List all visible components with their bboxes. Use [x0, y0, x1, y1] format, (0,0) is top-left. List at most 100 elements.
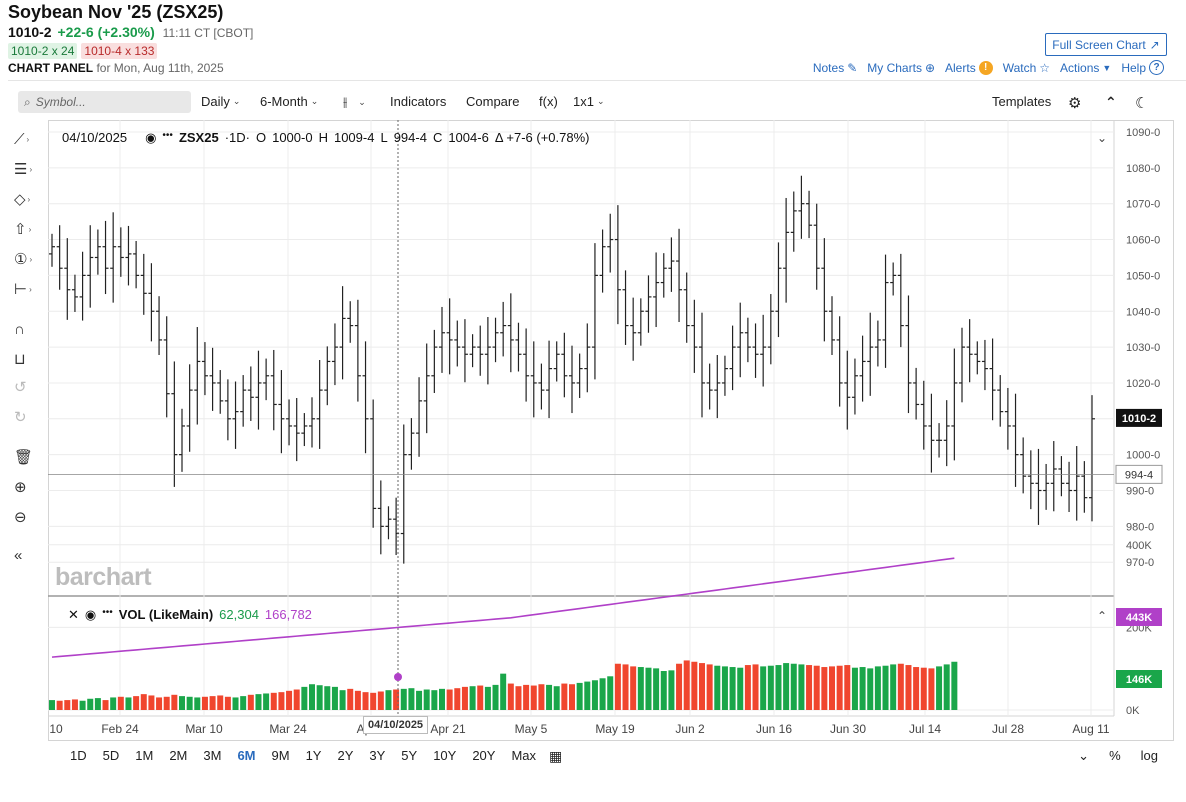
zoom-out-icon[interactable]: ⊖ [14, 509, 27, 526]
notes-link[interactable]: Notes ✎ [813, 60, 857, 75]
shape-tool-icon[interactable]: ◇ › [14, 191, 31, 208]
fib-tool-icon[interactable]: ☰ › [14, 161, 33, 178]
unlock-icon[interactable]: ⊔ [14, 351, 26, 368]
ohlc-bar [362, 341, 369, 454]
more-dots-icon[interactable]: ••• [102, 607, 113, 618]
time-tick-label: Jun 16 [756, 722, 792, 736]
range-2m[interactable]: 2M [169, 748, 188, 763]
more-dots-icon[interactable]: ••• [162, 130, 173, 141]
function-button[interactable]: f(x) [539, 94, 558, 109]
ohlc-bar [576, 353, 583, 399]
compare-button[interactable]: Compare [466, 94, 520, 109]
indicators-button[interactable]: Indicators [390, 94, 447, 109]
volume-bar [385, 690, 392, 710]
ohlc-bar [599, 229, 606, 293]
gear-icon[interactable]: ⚙ [1068, 95, 1082, 112]
ohlc-bar [416, 377, 423, 457]
volume-bar [492, 684, 499, 710]
price-tick-label: 1050-0 [1126, 270, 1160, 282]
moon-icon[interactable]: ☾ [1135, 95, 1149, 112]
range-3y[interactable]: 3Y [369, 748, 386, 763]
ohlc-bar [117, 227, 124, 277]
ohlc-bar [913, 367, 920, 420]
magnet-icon[interactable]: ∩ [14, 320, 25, 338]
undo-icon[interactable]: ↺ [14, 379, 27, 396]
ohlc-bar [79, 251, 86, 321]
my-charts-link[interactable]: My Charts ⊕ [867, 60, 935, 75]
price-chart-svg[interactable]: 1090-0 1080-0 1070-0 1060-0 1050-0 1040-0 1030… [48, 120, 1174, 742]
price-tick-label: 1040-0 [1126, 306, 1160, 318]
range-3m[interactable]: 3M [203, 748, 222, 763]
ohlc-bar [515, 322, 522, 372]
arrow-tool-icon[interactable]: ⇧ › [14, 221, 32, 238]
period-select[interactable]: 6-Month ⌄ [260, 94, 318, 109]
volume-bar [714, 665, 721, 710]
range-2y[interactable]: 2Y [337, 748, 354, 763]
volume-bar [737, 667, 744, 710]
range-6m[interactable]: 6M [237, 748, 256, 763]
range-9m[interactable]: 9M [271, 748, 290, 763]
ohlc-bar [660, 253, 667, 298]
collapse-up-icon[interactable]: ⌃ [1105, 94, 1117, 110]
bar-type-select[interactable]: ⫲ ⌄ [343, 94, 366, 110]
range-5y[interactable]: 5Y [401, 748, 418, 763]
volume-bar [936, 666, 943, 710]
close-icon[interactable]: ✕ [68, 607, 79, 622]
watch-link[interactable]: Watch ☆ [1003, 60, 1050, 75]
volume-bar [194, 697, 201, 710]
volume-legend: ✕ ◉ ••• VOL (LikeMain) 62,304 166,782 [68, 607, 312, 623]
eye-icon[interactable]: ◉ [84, 607, 97, 622]
legend-low-label: L [380, 130, 388, 145]
range-1y[interactable]: 1Y [305, 748, 322, 763]
trash-icon[interactable]: 🗑 [14, 449, 34, 466]
ohlc-bar [836, 316, 843, 407]
actions-menu[interactable]: Actions ▼ [1060, 60, 1111, 75]
ohlc-bar [492, 317, 499, 363]
range-5d[interactable]: 5D [102, 748, 120, 763]
ohlc-bar [1004, 387, 1011, 450]
range-max[interactable]: Max [511, 748, 537, 763]
measure-tool-icon[interactable]: ⊢ › [14, 281, 32, 298]
ohlc-bar [683, 272, 690, 343]
range-1m[interactable]: 1M [135, 748, 154, 763]
ohlc-bar [94, 229, 101, 275]
volume-bar [110, 697, 117, 710]
volume-bar [790, 663, 797, 710]
volume-tag-bg [1116, 670, 1162, 688]
chart-area[interactable]: 1090-0 1080-0 1070-0 1060-0 1050-0 1040-0 1030… [48, 120, 1174, 742]
ohlc-bar [668, 237, 675, 292]
ohlc-bar [851, 358, 858, 415]
zoom-in-icon[interactable]: ⊕ [14, 479, 27, 496]
help-link[interactable]: Help? [1121, 60, 1164, 75]
eye-icon[interactable]: ◉ [145, 130, 157, 145]
range-10y[interactable]: 10Y [433, 748, 457, 763]
collapse-sidebar-icon[interactable]: « [14, 546, 23, 564]
time-tick-label: Jul 14 [909, 722, 941, 736]
percent-toggle[interactable]: % [1109, 748, 1121, 763]
price-tick-label: 990-0 [1126, 486, 1154, 498]
legend-date: 04/10/2025 [62, 130, 128, 145]
redo-icon[interactable]: ↻ [14, 409, 27, 426]
chevron-down-icon[interactable]: ⌄ [1078, 748, 1090, 763]
annotation-tool-icon[interactable]: ① › [14, 251, 33, 268]
log-toggle[interactable]: log [1140, 748, 1158, 763]
line-tool-icon[interactable]: ⟋ › [14, 130, 30, 148]
ohlc-bar [959, 327, 965, 403]
volume-bar [683, 660, 690, 710]
ohlc-bar [1066, 461, 1073, 513]
symbol-search[interactable]: ⌕ Symbol... [18, 91, 191, 113]
alerts-link[interactable]: Alerts! [945, 60, 993, 75]
ohlc-bar [783, 197, 790, 303]
templates-button[interactable]: Templates [992, 94, 1052, 109]
ohlc-bar [920, 380, 927, 450]
range-1d[interactable]: 1D [70, 748, 87, 763]
range-20y[interactable]: 20Y [472, 748, 496, 763]
interval-select[interactable]: Daily ⌄ [201, 94, 240, 109]
layout-select[interactable]: 1x1 ⌄ [573, 94, 605, 109]
bid-ask: 1010-2 x 24 1010-4 x 133 [8, 43, 158, 59]
calendar-icon[interactable]: ▦ [549, 748, 563, 764]
volume-bar [821, 667, 828, 710]
price-line: 1010-2 +22-6 (+2.30%) 11:11 CT [CBOT] [8, 24, 253, 40]
search-input[interactable]: Symbol... [35, 95, 86, 109]
full-screen-chart-button[interactable]: Full Screen Chart ↗ [1045, 33, 1167, 56]
